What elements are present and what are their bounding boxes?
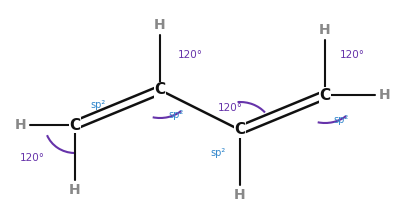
Text: sp²: sp²	[168, 110, 183, 120]
Text: 120°: 120°	[218, 103, 243, 113]
Text: 120°: 120°	[340, 50, 365, 60]
Text: H: H	[14, 118, 26, 132]
Text: sp²: sp²	[210, 148, 226, 158]
Text: H: H	[234, 188, 246, 202]
Text: C: C	[154, 83, 166, 97]
Text: C: C	[70, 118, 80, 133]
Text: C: C	[234, 123, 246, 138]
Text: 120°: 120°	[178, 50, 203, 60]
Text: H: H	[379, 88, 391, 102]
Text: H: H	[154, 18, 166, 32]
Text: sp²: sp²	[333, 115, 348, 125]
Text: C: C	[320, 88, 330, 103]
Text: H: H	[319, 23, 331, 37]
Text: sp²: sp²	[90, 100, 105, 110]
Text: 120°: 120°	[20, 153, 45, 163]
Text: H: H	[69, 183, 81, 197]
